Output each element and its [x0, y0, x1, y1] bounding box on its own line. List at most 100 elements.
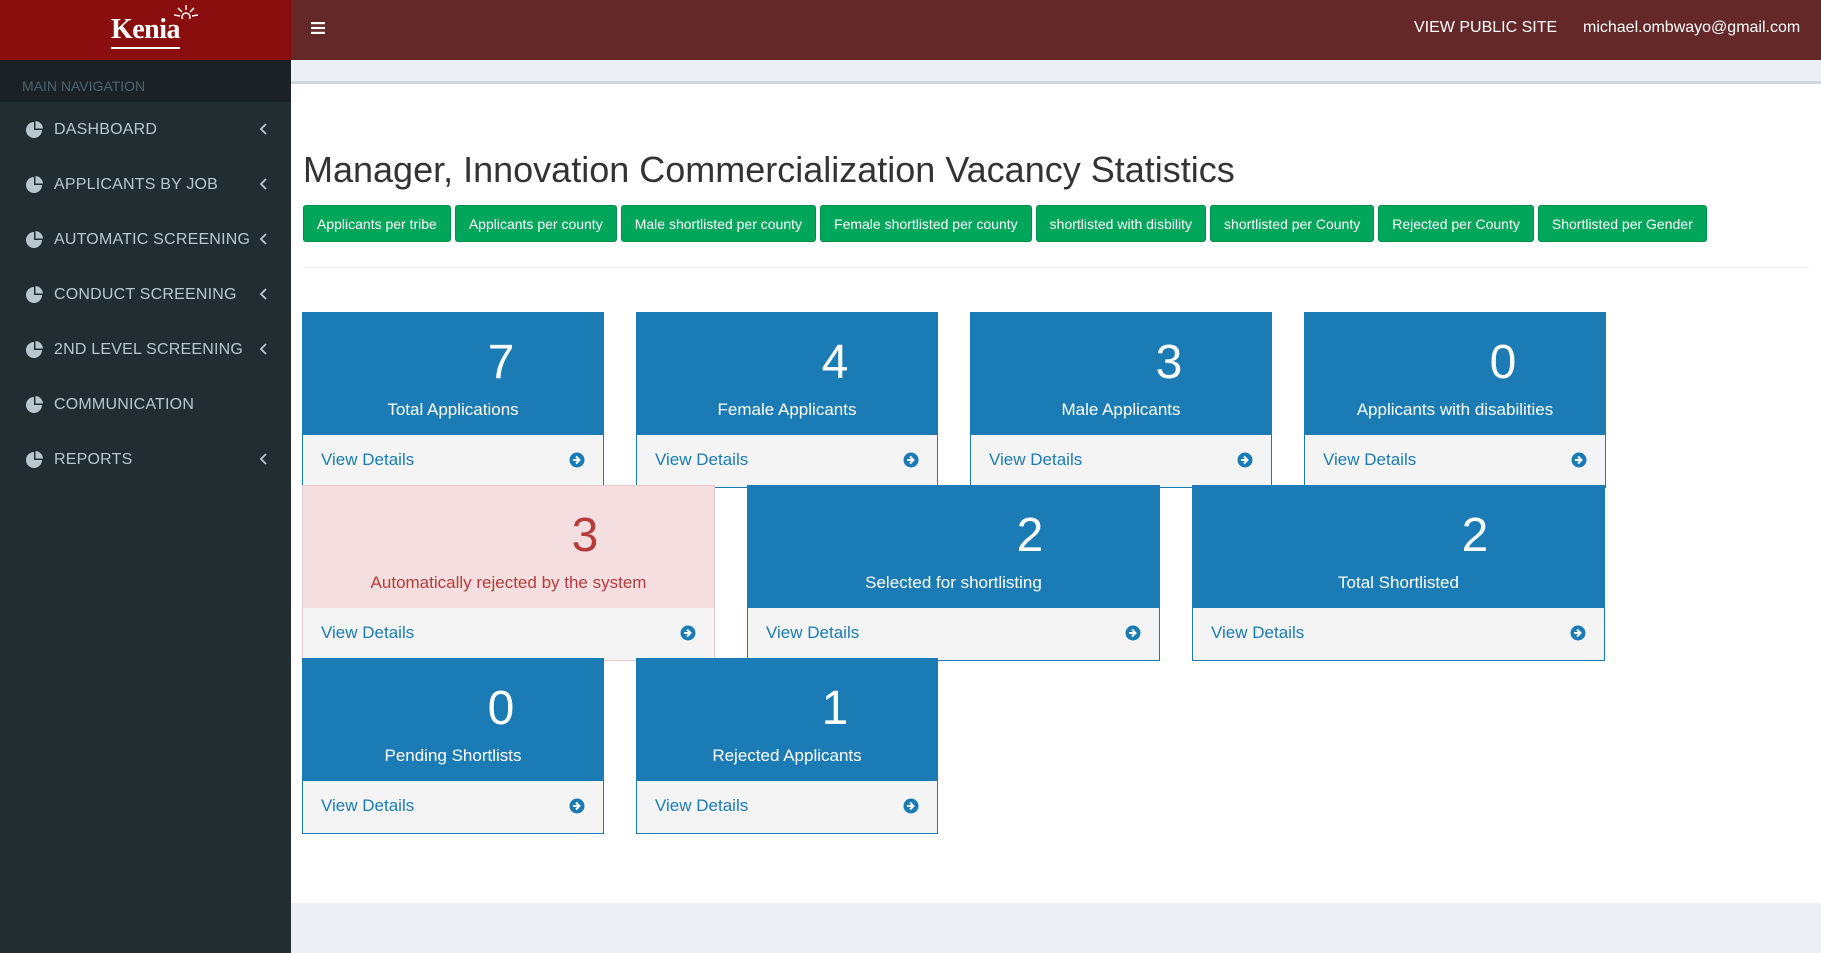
circle-arrow-right-icon [1125, 625, 1141, 641]
view-details-link[interactable]: View Details [303, 781, 603, 833]
pie-chart-icon [24, 285, 44, 305]
stat-box-female-applicants: 4 Female Applicants View Details [636, 312, 938, 488]
pie-chart-icon [24, 340, 44, 360]
view-details-link[interactable]: View Details [303, 435, 603, 487]
stat-box-total-applications: 7 Total Applications View Details [302, 312, 604, 488]
sidebar-item-label: DASHBOARD [54, 120, 158, 138]
report-button-applicants-per-tribe[interactable]: Applicants per tribe [303, 205, 451, 242]
report-button-rejected-per-county[interactable]: Rejected per County [1378, 205, 1534, 242]
view-details-link[interactable]: View Details [637, 435, 937, 487]
sidebar: Kenia MAIN NAVIGATION DASHBOARD APPLICANT… [0, 0, 291, 953]
stat-box-body: 3 Automatically rejected by the system [303, 486, 714, 608]
nav-header: MAIN NAVIGATION [0, 60, 291, 102]
sidebar-item-dashboard[interactable]: DASHBOARD [0, 102, 291, 157]
circle-arrow-right-icon [1570, 625, 1586, 641]
stat-box-total-shortlisted: 2 Total Shortlisted View Details [1192, 485, 1605, 661]
stat-label: Male Applicants [1061, 400, 1181, 419]
logo-underline [110, 47, 181, 49]
report-button-female-shortlisted-per-county[interactable]: Female shortlisted per county [820, 205, 1032, 242]
stat-label: Automatically rejected by the system [370, 573, 647, 592]
chevron-left-icon[interactable] [259, 232, 269, 246]
stat-box-body: 4 Female Applicants [637, 313, 937, 435]
report-button-shortlisted-per-county[interactable]: shortlisted per County [1210, 205, 1375, 242]
sidebar-item-applicants-by-job[interactable]: APPLICANTS BY JOB [0, 157, 291, 212]
stat-value: 3 [1155, 336, 1183, 389]
view-public-site-link[interactable]: VIEW PUBLIC SITE [1414, 19, 1558, 36]
stat-value: 0 [487, 682, 515, 735]
logo-text: Kenia [110, 5, 198, 49]
stat-value: 0 [1489, 336, 1517, 389]
stat-label: Pending Shortlists [384, 746, 522, 765]
chevron-left-icon[interactable] [259, 452, 269, 466]
logo-wordmark: Kenia [110, 14, 181, 45]
sidebar-item-2nd-level-screening[interactable]: 2ND LEVEL SCREENING [0, 322, 291, 377]
logo-sun-icon [173, 5, 198, 19]
nav-list: DASHBOARD APPLICANTS BY JOB AUTOMATIC SCRE… [0, 102, 291, 487]
sidebar-item-label: REPORTS [54, 450, 133, 468]
sidebar-item-label: AUTOMATIC SCREENING [54, 230, 251, 248]
stat-box-automatically-rejected-by-the-system: 3 Automatically rejected by the system Vie… [302, 485, 715, 661]
view-details-link[interactable]: View Details [748, 608, 1159, 660]
report-button-applicants-per-county[interactable]: Applicants per county [454, 205, 617, 242]
stat-box-body: 7 Total Applications [303, 313, 603, 435]
view-details-link[interactable]: View Details [1193, 608, 1604, 660]
chevron-left-icon[interactable] [259, 177, 269, 191]
divider [303, 267, 1809, 268]
pie-chart-icon [24, 230, 44, 250]
pie-chart-icon [24, 120, 44, 140]
stat-value: 4 [821, 336, 849, 389]
chevron-left-icon[interactable] [259, 122, 269, 136]
stat-label: Total Shortlisted [1338, 573, 1459, 592]
stat-label: Rejected Applicants [712, 746, 862, 765]
view-details-link[interactable]: View Details [1305, 435, 1605, 487]
sidebar-item-reports[interactable]: REPORTS [0, 432, 291, 487]
sidebar-item-label: APPLICANTS BY JOB [54, 175, 219, 193]
report-button-shortlisted-per-gender[interactable]: Shortlisted per Gender [1537, 205, 1707, 242]
stat-box-body: 1 Rejected Applicants [637, 659, 937, 781]
report-button-male-shortlisted-per-county[interactable]: Male shortlisted per county [620, 205, 817, 242]
hamburger-icon[interactable] [309, 18, 329, 38]
stat-label: Female Applicants [717, 400, 857, 419]
stat-label: Total Applications [387, 400, 519, 419]
stat-value: 2 [1016, 509, 1044, 562]
view-details-label: View Details [655, 450, 749, 469]
circle-arrow-right-icon [569, 452, 585, 468]
stat-box-body: 0 Pending Shortlists [303, 659, 603, 781]
view-details-label: View Details [321, 623, 415, 642]
stat-box-pending-shortlists: 0 Pending Shortlists View Details [302, 658, 604, 834]
sidebar-item-label: CONDUCT SCREENING [54, 285, 237, 303]
sidebar-item-communication[interactable]: COMMUNICATION [0, 377, 291, 432]
chevron-left-icon[interactable] [259, 287, 269, 301]
stat-value: 3 [571, 509, 599, 562]
report-button-row: Applicants per tribe Applicants per count… [303, 205, 1707, 242]
chevron-left-icon[interactable] [259, 342, 269, 356]
view-details-link[interactable]: View Details [637, 781, 937, 833]
view-details-label: View Details [321, 450, 415, 469]
user-email-link[interactable]: michael.ombwayo@gmail.com [1583, 19, 1801, 36]
logo[interactable]: Kenia [0, 0, 291, 60]
circle-arrow-right-icon [1237, 452, 1253, 468]
sidebar-item-label: 2ND LEVEL SCREENING [54, 340, 244, 358]
view-details-label: View Details [766, 623, 860, 642]
circle-arrow-right-icon [903, 452, 919, 468]
stat-box-body: 2 Selected for shortlisting [748, 486, 1159, 608]
sidebar-item-automatic-screening[interactable]: AUTOMATIC SCREENING [0, 212, 291, 267]
report-button-shortlisted-with-disbility[interactable]: shortlisted with disbility [1035, 205, 1207, 242]
stat-value: 2 [1461, 509, 1489, 562]
sidebar-item-conduct-screening[interactable]: CONDUCT SCREENING [0, 267, 291, 322]
stat-box-applicants-with-disabilities: 0 Applicants with disabilities View Detail… [1304, 312, 1606, 488]
stat-value: 7 [487, 336, 515, 389]
view-details-label: View Details [655, 796, 749, 815]
view-details-link[interactable]: View Details [971, 435, 1271, 487]
pie-chart-icon [24, 395, 44, 415]
page-title: Manager, Innovation Commercialization Va… [303, 149, 1235, 190]
view-details-link[interactable]: View Details [303, 608, 714, 660]
stat-box-rejected-applicants: 1 Rejected Applicants View Details [636, 658, 938, 834]
circle-arrow-right-icon [1571, 452, 1587, 468]
stat-box-male-applicants: 3 Male Applicants View Details [970, 312, 1272, 488]
view-details-label: View Details [321, 796, 415, 815]
stat-value: 1 [821, 682, 849, 735]
circle-arrow-right-icon [569, 798, 585, 814]
stat-box-body: 2 Total Shortlisted [1193, 486, 1604, 608]
stat-label: Selected for shortlisting [865, 573, 1042, 592]
